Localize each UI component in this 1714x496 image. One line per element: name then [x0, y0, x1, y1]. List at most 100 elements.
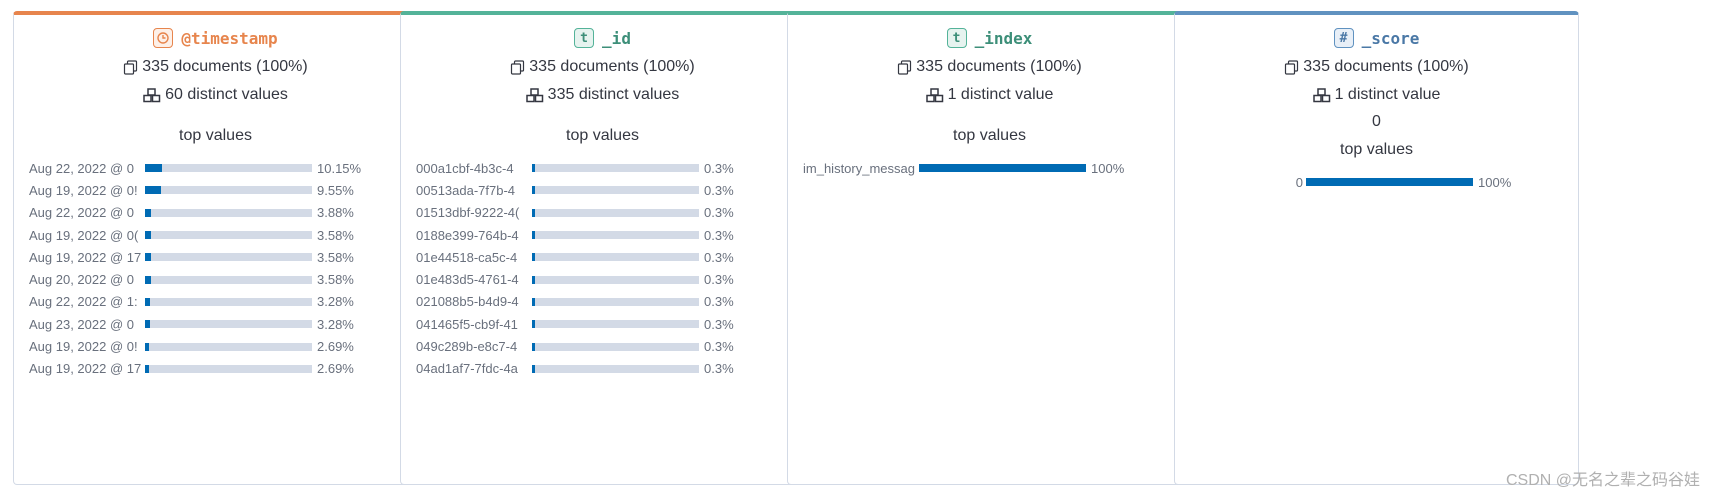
top-value-bar-fill — [532, 297, 535, 306]
documents-count: 335 documents (100%) — [1303, 58, 1469, 75]
top-value-percent: 0.3% — [704, 272, 734, 288]
documents-stat: 335 documents (100%) — [14, 53, 417, 81]
top-value-percent: 3.88% — [317, 205, 354, 221]
top-value-bar-fill — [145, 208, 151, 217]
top-value-bar — [145, 231, 312, 240]
top-value-percent: 0.3% — [704, 316, 734, 332]
top-value-percent: 0.3% — [704, 160, 734, 176]
top-value-percent: 2.69% — [317, 361, 354, 377]
distinct-stat: 1 distinct value — [788, 81, 1191, 109]
top-value-percent: 10.15% — [317, 160, 362, 176]
distinct-count: 1 distinct value — [1334, 86, 1441, 103]
top-value-bar — [532, 164, 699, 173]
top-value-bar — [919, 164, 1086, 173]
top-value-row: 04ad1af7-7fdc-4a 0.3% — [416, 358, 804, 380]
top-value-percent: 3.28% — [317, 294, 354, 310]
top-value-bar — [532, 297, 699, 306]
documents-count: 335 documents (100%) — [916, 58, 1082, 75]
documents-stat: 335 documents (100%) — [1175, 53, 1578, 81]
distinct-values-icon — [1312, 87, 1331, 103]
top-value-label: im_history_messag — [803, 160, 915, 176]
top-value-row: Aug 19, 2022 @ 17 3.58% — [29, 246, 417, 268]
documents-stat: 335 documents (100%) — [788, 53, 1191, 81]
documents-count: 335 documents (100%) — [529, 58, 695, 75]
top-value-label: Aug 19, 2022 @ 17 — [29, 361, 142, 377]
top-value-row: 041465f5-cb9f-41 0.3% — [416, 313, 804, 335]
top-value-bar-fill — [532, 231, 535, 240]
top-value-row: 00513ada-7f7b-4 0.3% — [416, 179, 804, 201]
top-value-label: Aug 19, 2022 @ 0! — [29, 182, 138, 198]
top-value-row: Aug 19, 2022 @ 17 2.69% — [29, 358, 417, 380]
top-value-percent: 0.3% — [704, 227, 734, 243]
top-value-bar-fill — [532, 320, 535, 329]
top-value-bar — [532, 253, 699, 262]
field-card-id: t _id 335 documents (100%) 335 distinct … — [400, 11, 805, 485]
card-header: t _id — [401, 23, 804, 53]
top-value-label: 01513dbf-9222-4( — [416, 205, 520, 221]
distinct-count: 335 distinct values — [547, 86, 680, 103]
top-value-percent: 0.3% — [704, 182, 734, 198]
top-value-row: 049c289b-e8c7-4 0.3% — [416, 335, 804, 357]
top-value-row: Aug 19, 2022 @ 0! 9.55% — [29, 179, 417, 201]
top-value-bar — [145, 342, 312, 351]
field-card-score: # _score 335 documents (100%) 1 distinct… — [1174, 11, 1579, 485]
distinct-values-icon — [143, 87, 161, 103]
top-value-label: 0 — [1295, 174, 1303, 190]
top-value-row: 0 100% — [1190, 171, 1578, 193]
top-value-label: 00513ada-7f7b-4 — [416, 182, 516, 198]
distinct-stat: 335 distinct values — [401, 81, 804, 109]
field-name: _id — [602, 28, 631, 48]
top-value-bar-fill — [145, 320, 150, 329]
top-value-percent: 3.58% — [317, 227, 354, 243]
top-value-percent: 100% — [1091, 160, 1125, 176]
top-values-title: top values — [566, 127, 639, 144]
top-value-bar-fill — [145, 186, 161, 195]
top-value-bar-fill — [145, 275, 151, 284]
top-value-bar-fill — [532, 253, 535, 262]
top-value-label: Aug 22, 2022 @ 0 — [29, 160, 134, 176]
distinct-stat: 1 distinct value — [1175, 81, 1578, 109]
top-value-row: Aug 22, 2022 @ 0 3.88% — [29, 202, 417, 224]
top-value-label: 041465f5-cb9f-41 — [416, 316, 518, 332]
top-value-label: Aug 22, 2022 @ 0 — [29, 205, 134, 221]
top-value-row: Aug 20, 2022 @ 0 3.58% — [29, 268, 417, 290]
top-value-percent: 0.3% — [704, 249, 734, 265]
top-value-percent: 2.69% — [317, 339, 354, 355]
top-value-bar-fill — [532, 275, 535, 284]
field-name: @timestamp — [181, 28, 278, 48]
top-value-label: 01e44518-ca5c-4 — [416, 249, 518, 265]
top-value-bar — [145, 297, 312, 306]
single-value: 0 — [1372, 113, 1381, 130]
top-value-row: Aug 22, 2022 @ 1: 3.28% — [29, 291, 417, 313]
top-value-bar — [532, 275, 699, 284]
top-value-bar — [1306, 178, 1473, 187]
top-values-list: im_history_messag 100% — [788, 157, 1191, 179]
top-value-percent: 100% — [1478, 174, 1512, 190]
field-card-index: t _index 335 documents (100%) 1 distinct… — [787, 11, 1192, 485]
card-header: @timestamp — [14, 23, 417, 53]
top-value-percent: 3.28% — [317, 316, 354, 332]
top-value-row: 0188e399-764b-4 0.3% — [416, 224, 804, 246]
top-value-label: Aug 22, 2022 @ 1: — [29, 294, 138, 310]
top-value-bar-fill — [532, 164, 535, 173]
top-value-bar — [145, 164, 312, 173]
top-value-percent: 0.3% — [704, 294, 734, 310]
card-header: t _index — [788, 23, 1191, 53]
distinct-stat: 60 distinct values — [14, 81, 417, 109]
top-value-bar — [532, 231, 699, 240]
top-values-list: 0 100% — [1175, 171, 1578, 193]
top-value-bar — [145, 186, 312, 195]
field-name: _index — [974, 28, 1033, 48]
card-header: # _score — [1175, 23, 1578, 53]
top-values-list: 000a1cbf-4b3c-4 0.3% 00513ada-7f7b-4 0.3% 01… — [401, 157, 804, 380]
top-value-label: 01e483d5-4761-4 — [416, 272, 519, 288]
distinct-values-icon — [925, 87, 944, 103]
top-value-bar-fill — [145, 253, 151, 262]
top-value-bar — [532, 186, 699, 195]
top-value-label: Aug 20, 2022 @ 0 — [29, 272, 134, 288]
top-value-bar-fill — [532, 342, 535, 351]
distinct-count: 60 distinct values — [165, 86, 288, 103]
top-values-list: Aug 22, 2022 @ 0 10.15% Aug 19, 2022 @ 0! 9… — [14, 157, 417, 380]
distinct-count: 1 distinct value — [947, 86, 1054, 103]
top-value-bar — [532, 320, 699, 329]
